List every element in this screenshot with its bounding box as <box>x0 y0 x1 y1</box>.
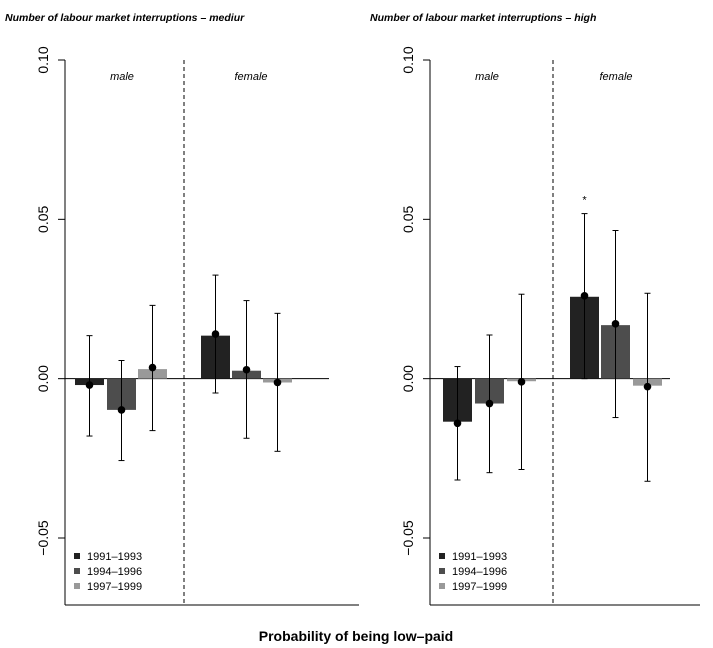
chart-panel-medium: Number of labour market interruptions – … <box>5 12 359 606</box>
y-tick-label: 0.00 <box>400 365 416 392</box>
point-estimate <box>453 419 462 428</box>
y-tick-label: 0.00 <box>35 365 51 392</box>
group-label: male <box>110 71 134 83</box>
legend-label: 1991–1993 <box>87 551 142 563</box>
group-label: female <box>234 71 267 83</box>
legend-swatch <box>439 553 445 559</box>
point-estimate <box>517 378 526 386</box>
legend-label: 1994–1996 <box>452 566 507 578</box>
y-tick-label: −0.05 <box>400 520 416 556</box>
point-estimate <box>85 381 94 389</box>
x-axis-label: Probability of being low–paid <box>259 628 453 644</box>
group-label: female <box>599 71 632 83</box>
point-estimate <box>148 363 157 372</box>
significance-marker: * <box>582 195 587 207</box>
legend-label: 1991–1993 <box>452 551 507 563</box>
y-tick-label: 0.10 <box>35 46 51 73</box>
legend-label: 1997–1999 <box>87 581 142 593</box>
y-tick-label: 0.05 <box>35 205 51 232</box>
point-estimate <box>273 378 282 387</box>
legend-label: 1994–1996 <box>87 566 142 578</box>
legend-swatch <box>74 553 80 559</box>
point-estimate <box>485 399 494 408</box>
point-estimate <box>611 320 620 328</box>
point-estimate <box>117 406 126 414</box>
legend-label: 1997–1999 <box>452 581 507 593</box>
legend-swatch <box>74 568 80 574</box>
chart-panel-high: Number of labour market interruptions – … <box>370 12 700 606</box>
point-estimate <box>643 382 652 391</box>
y-tick-label: 0.10 <box>400 46 416 73</box>
chart-title: Number of labour market interruptions – … <box>5 12 245 24</box>
chart-title: Number of labour market interruptions – … <box>370 12 596 24</box>
legend-swatch <box>74 583 80 589</box>
group-label: male <box>475 71 499 83</box>
y-tick-label: 0.05 <box>400 205 416 232</box>
point-estimate <box>242 365 251 374</box>
point-estimate <box>211 330 220 338</box>
point-estimate <box>580 292 589 300</box>
legend-swatch <box>439 568 445 574</box>
y-tick-label: −0.05 <box>35 520 51 556</box>
legend-swatch <box>439 583 445 589</box>
